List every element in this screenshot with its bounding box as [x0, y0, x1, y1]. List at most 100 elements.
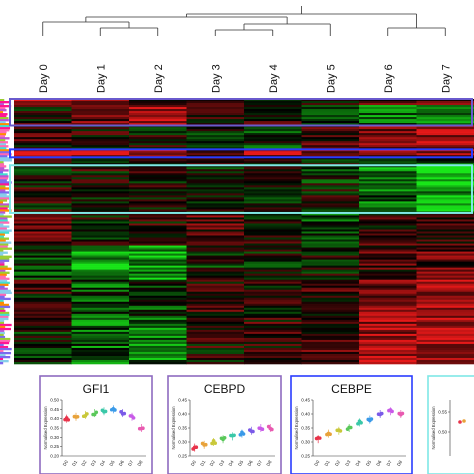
- heatmap-cell: [416, 161, 474, 164]
- heatmap-cell: [416, 123, 474, 126]
- heatmap-cell: [359, 319, 417, 323]
- heatmap-cell: [359, 309, 417, 313]
- heatmap-cell: [416, 231, 474, 234]
- heatmap-cell: [244, 241, 302, 244]
- heatmap-cell: [244, 277, 302, 280]
- row-cluster-tag: [0, 273, 7, 276]
- heatmap-cell: [416, 253, 474, 256]
- heatmap-cell: [71, 359, 130, 363]
- heatmap-cell: [71, 267, 130, 270]
- heatmap-cell: [129, 247, 187, 250]
- row-cluster-tag: [0, 327, 12, 331]
- heatmap-cell: [301, 151, 360, 154]
- heatmap-cell: [244, 223, 302, 226]
- column-label: Day 7: [440, 64, 452, 93]
- row-cluster-tag: [0, 265, 8, 268]
- panel-point: [458, 420, 462, 424]
- heatmap-cell: [129, 189, 187, 192]
- heatmap-cell: [359, 297, 417, 301]
- heatmap-cell: [129, 287, 187, 291]
- heatmap-cell: [71, 135, 130, 138]
- heatmap-cell: [359, 325, 417, 329]
- heatmap-cell: [416, 109, 474, 112]
- heatmap-cell: [71, 115, 130, 118]
- heatmap-cell: [71, 215, 130, 218]
- heatmap-cell: [244, 331, 302, 335]
- heatmap-cell: [416, 307, 474, 311]
- heatmap-cell: [301, 281, 360, 284]
- row-cluster-tag: [0, 355, 11, 359]
- heatmap-cell: [186, 197, 245, 200]
- heatmap-cell: [416, 159, 474, 162]
- heatmap-cell: [416, 347, 474, 351]
- heatmap-cell: [14, 245, 72, 248]
- panel-ytick-label: 0.25: [301, 454, 310, 459]
- heatmap-cell: [301, 325, 360, 329]
- row-cluster-tag: [0, 221, 10, 224]
- heatmap-cell: [244, 321, 302, 325]
- heatmap-cell: [301, 295, 360, 299]
- heatmap-cell: [14, 131, 72, 134]
- heatmap-cell: [244, 217, 302, 220]
- heatmap-cell: [14, 295, 72, 299]
- panel-frame: [427, 375, 474, 474]
- heatmap-cell: [416, 357, 474, 361]
- heatmap-cell: [359, 217, 417, 220]
- heatmap-cell: [359, 249, 417, 252]
- heatmap-cell: [186, 231, 245, 234]
- heatmap-cell: [244, 303, 302, 307]
- heatmap-cell: [186, 329, 245, 333]
- heatmap-cell: [359, 313, 417, 317]
- heatmap-cell: [359, 355, 417, 359]
- heatmap-cell: [301, 173, 360, 176]
- heatmap-cell: [301, 333, 360, 337]
- heatmap-cell: [416, 147, 474, 150]
- panel-ytick-label: 0.25: [50, 444, 59, 449]
- heatmap-cell: [129, 173, 187, 176]
- heatmap-cell: [14, 325, 72, 329]
- heatmap-cell: [416, 321, 474, 325]
- heatmap-cell: [71, 225, 130, 228]
- heatmap-cell: [359, 239, 417, 242]
- heatmap-cell: [71, 181, 130, 184]
- heatmap-cell: [71, 133, 130, 136]
- row-cluster-tag: [0, 233, 5, 236]
- heatmap-cell: [129, 301, 187, 305]
- heatmap-cell: [416, 185, 474, 188]
- heatmap-cell: [71, 303, 130, 307]
- heatmap-cell: [129, 315, 187, 319]
- heatmap-cell: [301, 145, 360, 148]
- row-cluster-tag: [0, 297, 11, 301]
- heatmap-cell: [14, 147, 72, 150]
- heatmap-cell: [186, 131, 245, 134]
- heatmap-cell: [359, 221, 417, 224]
- heatmap-cell: [301, 107, 360, 110]
- panel-point: [131, 416, 136, 420]
- heatmap-cell: [244, 173, 302, 176]
- heatmap-cell: [301, 99, 360, 102]
- panel-point: [359, 420, 363, 425]
- heatmap-cell: [186, 333, 245, 337]
- heatmap-cell: [244, 139, 302, 142]
- row-cluster-tag: [0, 103, 4, 106]
- heatmap-cell: [244, 259, 302, 262]
- heatmap-cell: [416, 117, 474, 120]
- heatmap-cell: [14, 257, 72, 260]
- heatmap-cell: [186, 313, 245, 317]
- heatmap-cell: [301, 153, 360, 156]
- heatmap-cell: [14, 103, 72, 106]
- panel-point: [103, 409, 108, 414]
- heatmap-cell: [129, 165, 187, 168]
- row-cluster-tag: [0, 177, 9, 180]
- heatmap-cell: [71, 109, 130, 112]
- heatmap-cell: [244, 231, 302, 234]
- row-cluster-tag: [0, 249, 4, 252]
- heatmap-cell: [186, 289, 245, 293]
- heatmap-cell: [301, 251, 360, 254]
- heatmap-cell: [301, 259, 360, 262]
- heatmap-cell: [14, 171, 72, 174]
- heatmap-cell: [71, 173, 130, 176]
- heatmap-cell: [359, 229, 417, 232]
- panel-xtick-label: D7: [386, 459, 393, 467]
- heatmap-cell: [244, 353, 302, 357]
